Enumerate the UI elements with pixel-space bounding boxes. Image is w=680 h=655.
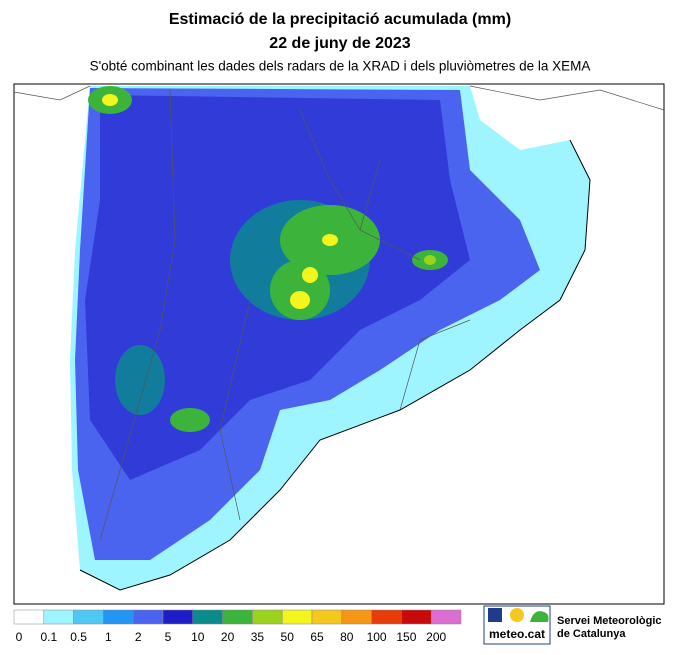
legend-swatch: [162, 609, 194, 625]
legend-label: 50: [281, 630, 295, 644]
legend-swatch: [252, 609, 283, 625]
legend-swatch: [132, 609, 164, 625]
legend-swatch: [401, 609, 432, 625]
legend-label: 35: [251, 630, 265, 644]
legend-label: 2: [135, 630, 142, 644]
legend-label: 10: [191, 630, 205, 644]
legend-label: 150: [396, 630, 416, 644]
legend-swatch: [103, 609, 134, 625]
title: Estimació de la precipitació acumulada (…: [169, 11, 511, 28]
legend-swatch: [341, 609, 372, 625]
legend-label: 0: [16, 630, 23, 644]
legend-label: 100: [367, 630, 387, 644]
legend: 0 0.1 0.5 1 2 5 10 20 35 50 65 80 100 150 200: [13, 609, 462, 644]
legend-swatch: [430, 609, 462, 625]
legend-label: 65: [310, 630, 324, 644]
legend-label: 0.5: [70, 630, 87, 644]
legend-label: 5: [165, 630, 172, 644]
legend-swatch: [73, 609, 104, 625]
legend-swatch: [371, 609, 402, 625]
legend-label: 20: [221, 630, 235, 644]
logo-brand: meteo.cat: [489, 627, 545, 641]
legend-label: 1: [105, 630, 112, 644]
legend-swatch: [192, 609, 223, 625]
legend-label: 200: [426, 630, 446, 644]
org-name: de Catalunya: [557, 628, 626, 640]
legend-swatch: [311, 609, 343, 625]
legend-label: 0.1: [40, 630, 57, 644]
legend-swatch: [222, 609, 253, 625]
org-name: Servei Meteorològic: [557, 615, 662, 627]
legend-label: 80: [340, 630, 354, 644]
date: 22 de juny de 2023: [269, 35, 411, 52]
legend-swatch: [281, 609, 313, 625]
legend-swatch: [43, 609, 74, 625]
legend-swatch: [13, 609, 45, 625]
subtitle: S'obté combinant les dades dels radars d…: [90, 59, 591, 74]
map: [13, 83, 665, 605]
logo: meteo.cat Servei Meteorològic de Catalun…: [483, 605, 662, 645]
